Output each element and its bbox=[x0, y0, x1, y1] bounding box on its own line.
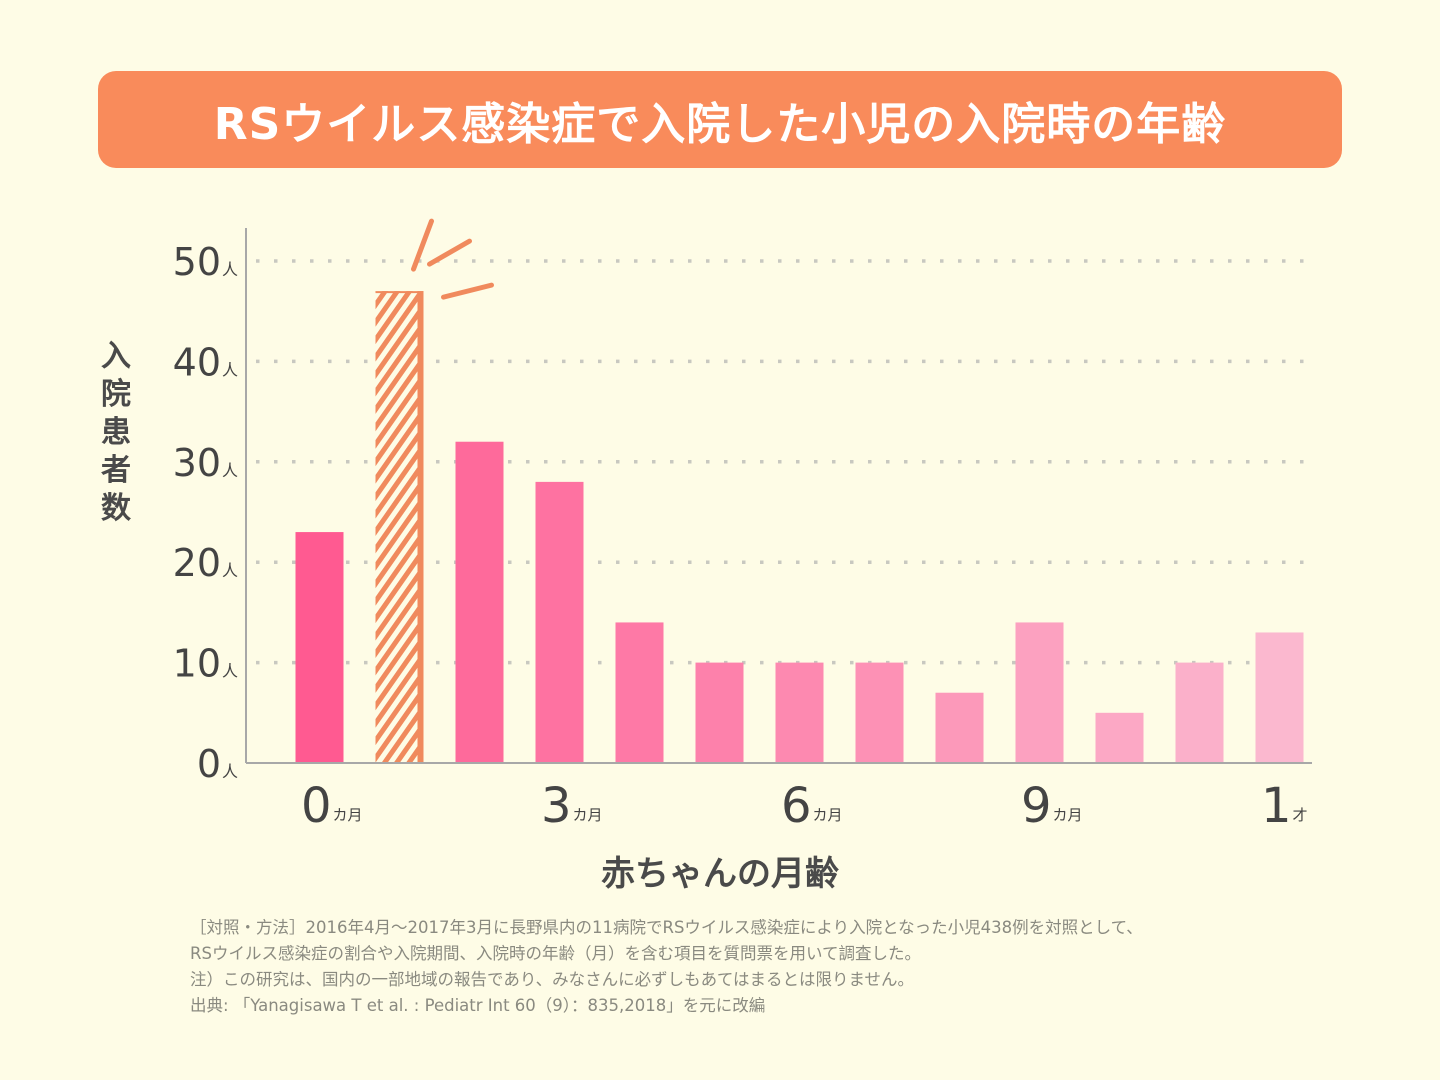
emphasis-line-0 bbox=[411, 218, 434, 272]
y-tick-label: 30 bbox=[173, 441, 221, 485]
x-tick-label: 3 bbox=[541, 778, 572, 834]
x-axis-label: 赤ちゃんの月齢 bbox=[601, 854, 839, 894]
bar-10 bbox=[1095, 712, 1144, 763]
chart-title: RSウイルス感染症で入院した小児の入院時の年齢 bbox=[213, 98, 1227, 150]
footnotes: ［対照・方法］2016年4月〜2017年3月に長野県内の11病院でRSウイルス感… bbox=[190, 915, 1340, 1019]
note-method-cont: RSウイルス感染症の割合や入院期間、入院時の年齢（月）を含む項目を質問票を用いて… bbox=[190, 944, 921, 963]
y-tick-label: 10 bbox=[173, 642, 221, 686]
y-tick-unit: 人 bbox=[222, 260, 238, 279]
x-tick-label: 6 bbox=[781, 778, 812, 834]
y-axis-label: 入院患者数 bbox=[101, 339, 131, 526]
y-tick-unit: 人 bbox=[222, 561, 238, 580]
y-tick-label: 40 bbox=[173, 340, 221, 384]
bar-12 bbox=[1255, 632, 1304, 763]
x-tick-label: 1 bbox=[1261, 778, 1292, 834]
x-tick-unit: カ月 bbox=[1053, 806, 1083, 824]
y-tick-unit: 人 bbox=[222, 360, 238, 379]
note-method: ［対照・方法］2016年4月〜2017年3月に長野県内の11病院でRSウイルス感… bbox=[190, 918, 1143, 937]
note-source: 出典: 「Yanagisawa T et al. : Pediatr Int 6… bbox=[190, 996, 766, 1015]
bar-highlight-top bbox=[375, 291, 424, 294]
x-tick-label: 9 bbox=[1021, 778, 1052, 834]
emphasis-line-2 bbox=[441, 282, 494, 300]
bar-5 bbox=[695, 662, 744, 763]
x-tick-unit: カ月 bbox=[573, 806, 603, 824]
y-tick-unit: 人 bbox=[222, 762, 238, 781]
bar-8 bbox=[935, 692, 984, 763]
bar-9 bbox=[1015, 622, 1064, 763]
x-tick-unit: 才 bbox=[1293, 806, 1308, 824]
x-tick-unit: カ月 bbox=[813, 806, 843, 824]
bar-0 bbox=[295, 532, 344, 763]
y-tick-label: 50 bbox=[173, 240, 221, 284]
y-tick-unit: 人 bbox=[222, 461, 238, 480]
note-disclaimer: 注）この研究は、国内の一部地域の報告であり、みなさんに必ずしもあてはまるとは限り… bbox=[190, 970, 915, 989]
bar-7 bbox=[855, 662, 904, 763]
y-tick-unit: 人 bbox=[222, 662, 238, 681]
bar-11 bbox=[1175, 662, 1224, 763]
bar-6 bbox=[775, 662, 824, 763]
bar-4 bbox=[615, 622, 664, 763]
title-banner: RSウイルス感染症で入院した小児の入院時の年齢 bbox=[98, 71, 1342, 168]
bar-3 bbox=[535, 481, 584, 763]
x-tick-label: 0 bbox=[301, 778, 332, 834]
emphasis-line-1 bbox=[427, 238, 472, 267]
bar-highlight-1 bbox=[375, 291, 418, 763]
bar-highlight-edge bbox=[417, 291, 424, 763]
y-tick-label: 0 bbox=[197, 742, 221, 786]
bar-2 bbox=[455, 441, 504, 763]
y-tick-label: 20 bbox=[173, 541, 221, 585]
x-tick-unit: カ月 bbox=[333, 806, 363, 824]
